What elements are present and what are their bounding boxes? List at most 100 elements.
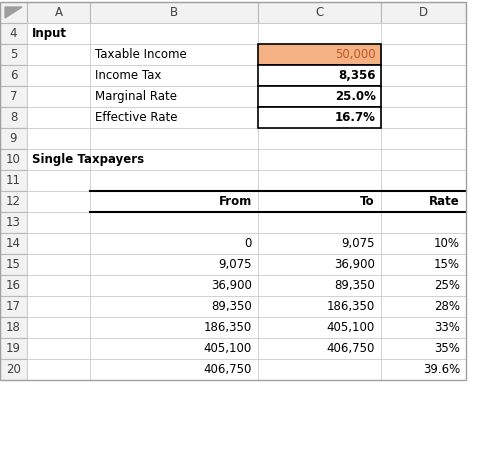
Bar <box>258 44 381 65</box>
Text: 20: 20 <box>6 363 21 376</box>
Bar <box>258 128 381 149</box>
Text: 14: 14 <box>6 237 21 250</box>
Bar <box>381 128 466 149</box>
Bar <box>381 275 466 296</box>
Text: To: To <box>360 195 375 208</box>
Text: 405,100: 405,100 <box>204 342 252 355</box>
Text: 50,000: 50,000 <box>335 48 376 61</box>
Bar <box>258 338 381 359</box>
Bar <box>90 86 258 107</box>
Bar <box>381 212 466 233</box>
Bar <box>90 65 258 86</box>
Text: 10: 10 <box>6 153 21 166</box>
Bar <box>0 86 27 107</box>
Text: 13: 13 <box>6 216 21 229</box>
Text: 9,075: 9,075 <box>218 258 252 271</box>
Text: 15: 15 <box>6 258 21 271</box>
Text: B: B <box>170 6 178 19</box>
Text: 16.7%: 16.7% <box>335 111 376 124</box>
Text: 36,900: 36,900 <box>211 279 252 292</box>
Bar <box>27 149 90 170</box>
Text: 4: 4 <box>10 27 17 40</box>
Bar <box>258 317 381 338</box>
Bar <box>258 275 381 296</box>
Text: Taxable Income: Taxable Income <box>95 48 187 61</box>
Bar <box>90 296 258 317</box>
Bar <box>258 65 381 86</box>
Bar <box>0 170 27 191</box>
Text: D: D <box>419 6 428 19</box>
Text: Effective Rate: Effective Rate <box>95 111 177 124</box>
Bar <box>258 212 381 233</box>
Bar <box>0 338 27 359</box>
Text: 19: 19 <box>6 342 21 355</box>
Text: 186,350: 186,350 <box>204 321 252 334</box>
Bar <box>381 254 466 275</box>
Text: 405,100: 405,100 <box>327 321 375 334</box>
Bar <box>258 44 381 65</box>
Bar <box>258 86 381 107</box>
Bar <box>258 254 381 275</box>
Text: 18: 18 <box>6 321 21 334</box>
Bar <box>27 128 90 149</box>
Text: C: C <box>315 6 324 19</box>
Text: 16: 16 <box>6 279 21 292</box>
Bar <box>258 107 381 128</box>
Bar <box>27 86 90 107</box>
Bar <box>90 338 258 359</box>
Bar <box>0 254 27 275</box>
Text: 35%: 35% <box>434 342 460 355</box>
Bar <box>90 233 258 254</box>
Bar <box>90 170 258 191</box>
Bar <box>27 296 90 317</box>
Bar <box>381 86 466 107</box>
Bar <box>258 2 381 23</box>
Text: 17: 17 <box>6 300 21 313</box>
Bar <box>27 254 90 275</box>
Bar <box>381 359 466 380</box>
Bar <box>0 2 27 23</box>
Text: 89,350: 89,350 <box>334 279 375 292</box>
Bar <box>0 2 466 380</box>
Bar <box>90 149 258 170</box>
Bar <box>27 23 90 44</box>
Bar <box>258 359 381 380</box>
Bar <box>27 233 90 254</box>
Bar <box>27 191 90 212</box>
Bar <box>381 149 466 170</box>
Bar <box>381 191 466 212</box>
Bar <box>381 2 466 23</box>
Text: 33%: 33% <box>434 321 460 334</box>
Text: 7: 7 <box>10 90 17 103</box>
Bar <box>90 254 258 275</box>
Bar <box>27 170 90 191</box>
Bar <box>381 170 466 191</box>
Bar <box>0 65 27 86</box>
Bar <box>27 359 90 380</box>
Bar <box>0 23 27 44</box>
Bar <box>0 44 27 65</box>
Bar <box>0 212 27 233</box>
Text: 36,900: 36,900 <box>334 258 375 271</box>
Bar <box>27 212 90 233</box>
Text: 89,350: 89,350 <box>211 300 252 313</box>
Bar <box>0 149 27 170</box>
Bar <box>381 44 466 65</box>
Bar <box>381 107 466 128</box>
Polygon shape <box>5 7 22 18</box>
Bar <box>27 275 90 296</box>
Text: 6: 6 <box>10 69 17 82</box>
Bar <box>27 65 90 86</box>
Text: 15%: 15% <box>434 258 460 271</box>
Text: 5: 5 <box>10 48 17 61</box>
Text: 11: 11 <box>6 174 21 187</box>
Bar <box>381 233 466 254</box>
Bar <box>258 296 381 317</box>
Text: Marginal Rate: Marginal Rate <box>95 90 177 103</box>
Bar <box>381 23 466 44</box>
Text: 25.0%: 25.0% <box>335 90 376 103</box>
Bar <box>90 2 258 23</box>
Bar <box>90 191 258 212</box>
Bar <box>0 191 27 212</box>
Bar <box>0 317 27 338</box>
